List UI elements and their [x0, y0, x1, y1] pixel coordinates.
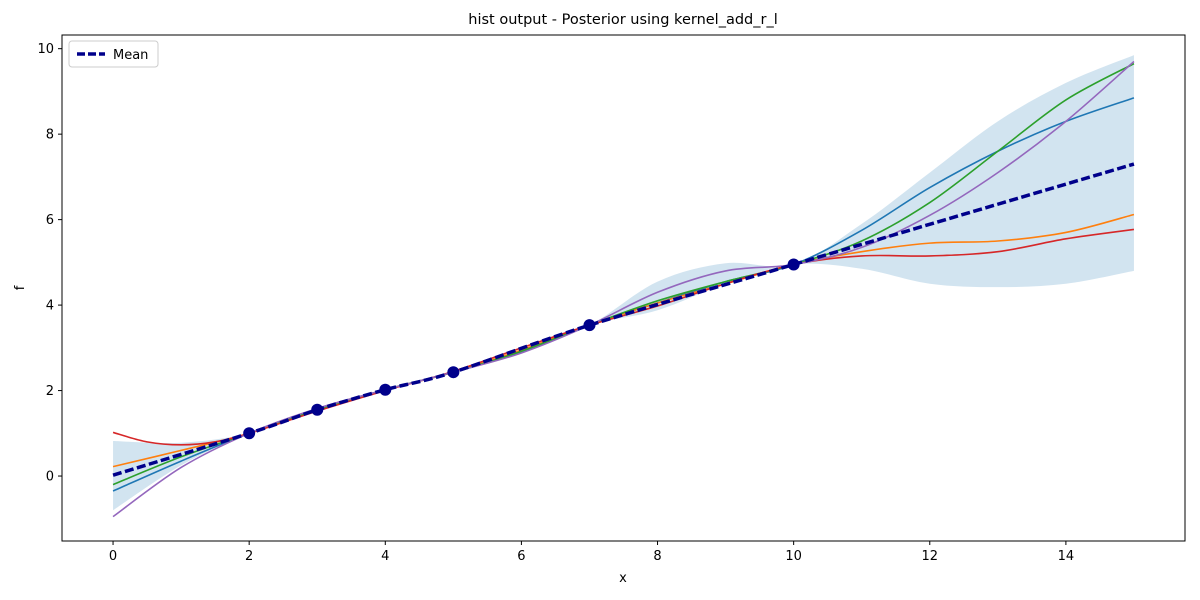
- x-tick-label: 14: [1058, 549, 1075, 564]
- y-tick-label: 10: [37, 42, 54, 57]
- sample-line-5: [112, 60, 1135, 518]
- observation-point: [311, 403, 324, 416]
- x-tick-label: 2: [245, 549, 253, 564]
- x-tick-label: 10: [785, 549, 802, 564]
- y-tick-label: 6: [46, 213, 54, 228]
- x-tick-label: 0: [109, 549, 117, 564]
- confidence-band: [113, 55, 1134, 511]
- legend-mean-label: Mean: [113, 48, 148, 63]
- y-tick-label: 2: [46, 384, 54, 399]
- plot-area: [112, 55, 1135, 518]
- y-axis-label: f: [13, 285, 28, 290]
- mean-line: [112, 162, 1135, 477]
- y-tick-label: 4: [46, 299, 54, 314]
- y-tick-label: 0: [46, 470, 54, 485]
- observation-point: [243, 427, 256, 440]
- axis-ticks: 0 2 4 6 8 10 12 14 0 2 4 6 8 10: [37, 42, 1074, 564]
- observation-point: [447, 366, 460, 379]
- observation-point: [787, 258, 800, 271]
- chart-title: hist output - Posterior using kernel_add…: [468, 12, 778, 28]
- legend-box: [68, 40, 159, 68]
- observation-point: [583, 319, 596, 332]
- observation-point: [379, 383, 392, 396]
- x-axis-label: x: [619, 571, 627, 586]
- axes-frame: [61, 34, 1186, 542]
- y-tick-label: 8: [46, 128, 54, 143]
- legend: Mean: [68, 40, 159, 68]
- x-tick-label: 8: [653, 549, 661, 564]
- x-tick-label: 12: [921, 549, 938, 564]
- x-tick-label: 6: [517, 549, 525, 564]
- x-tick-label: 4: [381, 549, 389, 564]
